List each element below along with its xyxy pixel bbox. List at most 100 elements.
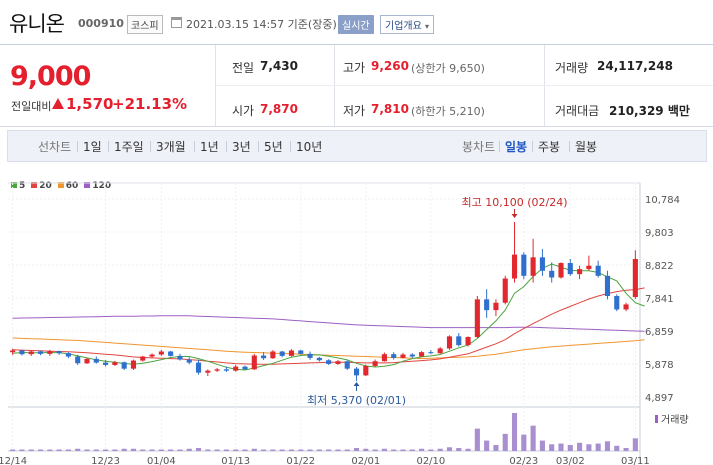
volume-bar bbox=[428, 449, 434, 451]
volume-bar bbox=[121, 448, 127, 451]
volume-bar bbox=[47, 449, 53, 451]
amount-value: 210,329 백만 bbox=[609, 102, 690, 119]
candle-body bbox=[539, 257, 545, 271]
period-separator bbox=[499, 141, 500, 152]
candle-body bbox=[586, 265, 592, 270]
price-summary: 9,000 전일대비 1,570 +21.13% 전일 7,430 고가 9,2… bbox=[0, 45, 713, 127]
period-3[interactable]: 3개월 bbox=[156, 140, 186, 154]
candle-body bbox=[632, 259, 638, 298]
market-badge: 코스피 bbox=[127, 15, 163, 34]
chevron-down-icon: ▾ bbox=[425, 22, 430, 31]
volume-bar bbox=[456, 448, 462, 451]
candle-body bbox=[149, 354, 155, 357]
candle-body bbox=[93, 358, 99, 363]
change-label: 전일대비 bbox=[11, 100, 52, 113]
header-divider bbox=[0, 44, 713, 45]
ma60-line bbox=[12, 337, 645, 360]
x-tick-label: 02/01 bbox=[351, 456, 380, 465]
y-tick-label: 6,859 bbox=[645, 327, 674, 338]
price-change-percent: +21.13% bbox=[112, 95, 188, 113]
legend-swatch bbox=[31, 182, 38, 188]
candle-body bbox=[521, 254, 527, 276]
candle-body bbox=[140, 356, 146, 361]
x-tick-label: 12/23 bbox=[91, 456, 120, 465]
candle-period-1[interactable]: 일봉 bbox=[505, 140, 528, 154]
amount-unit: 백만 bbox=[667, 104, 690, 118]
candle-body bbox=[195, 362, 202, 373]
volume-bar bbox=[409, 449, 415, 451]
x-tick-label: 01/13 bbox=[221, 456, 250, 465]
volume-bar bbox=[65, 449, 71, 451]
period-1[interactable]: 1일 bbox=[83, 140, 102, 154]
volume-bar bbox=[446, 447, 453, 451]
quote-datetime: 2021.03.15 14:57 기준(장중) bbox=[186, 18, 337, 31]
period-separator bbox=[569, 141, 570, 152]
volume-bar bbox=[502, 433, 508, 451]
period-7[interactable]: 10년 bbox=[296, 140, 323, 154]
candle-body bbox=[56, 351, 62, 354]
open-label: 시가 bbox=[232, 104, 255, 118]
volume-bar bbox=[474, 428, 480, 451]
candle-body bbox=[428, 352, 434, 354]
y-tick-label: 9,803 bbox=[645, 228, 674, 239]
volume-bar bbox=[465, 448, 471, 451]
price-chart[interactable]: 10,784 9,803 8,822 7,841 6,859 5,878 4,897 12/1… bbox=[0, 165, 713, 465]
ma120-line bbox=[12, 315, 645, 332]
volume-bar bbox=[103, 449, 109, 451]
amount-label: 거래대금 bbox=[555, 104, 600, 118]
volume-bar bbox=[140, 449, 146, 451]
realtime-button[interactable]: 실시간 bbox=[338, 15, 374, 34]
legend-ma-20: 20 bbox=[31, 181, 52, 191]
volume-bar bbox=[632, 438, 638, 451]
high-annotation: 최고 10,100 (02/24) bbox=[462, 196, 568, 209]
volume-bar bbox=[521, 434, 527, 451]
period-2[interactable]: 1주일 bbox=[114, 140, 144, 154]
volume-label: 거래량 bbox=[555, 61, 589, 75]
period-separator bbox=[226, 141, 227, 152]
volume-bar bbox=[326, 449, 332, 451]
candle-body bbox=[316, 357, 322, 361]
volume-bar bbox=[233, 449, 239, 451]
period-separator bbox=[290, 141, 291, 152]
candle-body bbox=[19, 350, 25, 355]
candle-body bbox=[186, 359, 192, 363]
volume-bar bbox=[549, 444, 555, 451]
period-0[interactable]: 선차트 bbox=[38, 140, 72, 154]
candle-body bbox=[37, 351, 44, 354]
y-tick-label: 10,784 bbox=[645, 195, 680, 206]
volume-bar bbox=[37, 449, 44, 451]
summary-row-divider bbox=[216, 85, 713, 86]
x-tick-label: 01/04 bbox=[147, 456, 176, 465]
candle-period-2[interactable]: 주봉 bbox=[538, 140, 561, 154]
volume-swatch bbox=[655, 415, 658, 423]
high-arrow-head bbox=[511, 214, 518, 218]
volume-bar bbox=[493, 445, 499, 451]
volume-value: 24,117,248 bbox=[597, 59, 673, 73]
candle-period-0[interactable]: 봉차트 bbox=[462, 140, 496, 154]
candle-body bbox=[623, 304, 629, 310]
candle-body bbox=[614, 295, 620, 310]
candle-body bbox=[530, 257, 536, 276]
company-overview-dropdown[interactable]: 기업개요 ▾ bbox=[380, 15, 435, 34]
volume-bar bbox=[56, 449, 62, 451]
price-change: 1,570 bbox=[66, 95, 114, 113]
candle-body bbox=[484, 299, 490, 311]
volume-bar bbox=[595, 443, 601, 451]
candle-body bbox=[261, 355, 267, 359]
period-separator bbox=[108, 141, 109, 152]
candle-period-3[interactable]: 월봉 bbox=[575, 140, 598, 154]
candle-body bbox=[465, 337, 471, 346]
stock-code: 000910 bbox=[78, 17, 124, 30]
period-4[interactable]: 1년 bbox=[200, 140, 219, 154]
candle-body bbox=[177, 355, 183, 360]
candle-body bbox=[130, 360, 137, 369]
volume-bar bbox=[168, 449, 174, 451]
period-6[interactable]: 5년 bbox=[264, 140, 283, 154]
period-5[interactable]: 3년 bbox=[232, 140, 251, 154]
lower-limit: (하한가 5,210) bbox=[411, 105, 485, 118]
period-separator bbox=[194, 141, 195, 152]
stock-header: 유니온 000910 코스피 2021.03.15 14:57 기준(장중) 실… bbox=[0, 0, 713, 44]
candle-body bbox=[214, 369, 220, 371]
up-triangle-icon bbox=[52, 98, 64, 109]
y-tick-label: 7,841 bbox=[645, 294, 674, 305]
